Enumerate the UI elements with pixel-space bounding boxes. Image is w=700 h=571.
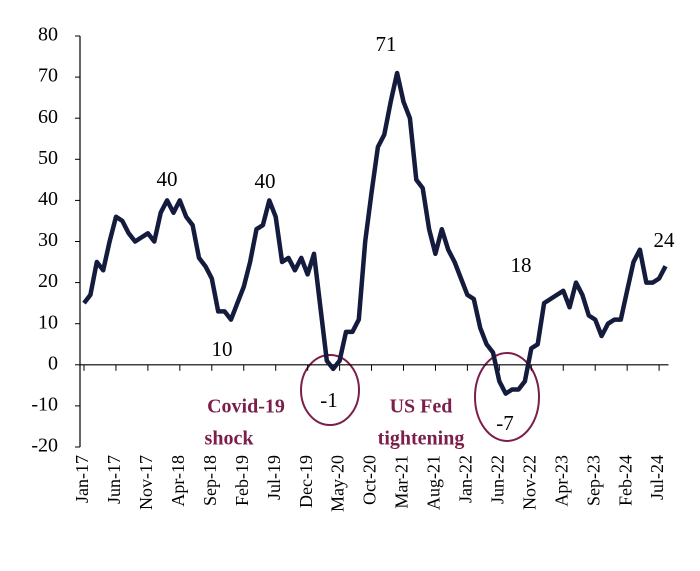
x-tick-label: Dec-19 <box>296 455 316 508</box>
x-tick-label: Apr-23 <box>551 455 571 507</box>
x-tick-label: Nov-17 <box>136 455 156 510</box>
y-tick-label: -10 <box>31 393 58 415</box>
x-tick-label: Feb-19 <box>232 455 252 506</box>
annotation: tightening <box>378 428 465 450</box>
y-tick-label: 20 <box>38 270 58 292</box>
annotation: 10 <box>212 337 233 361</box>
annotation: 24 <box>654 228 676 252</box>
annotation: US Fed <box>390 396 453 418</box>
annotation: 18 <box>511 253 532 277</box>
annotation: shock <box>205 428 255 450</box>
y-tick-label: 30 <box>38 229 58 251</box>
y-tick-label: 60 <box>38 106 58 128</box>
x-tick-label: Sep-23 <box>583 455 603 506</box>
x-tick-label: Jan-17 <box>72 455 92 503</box>
y-tick-label: 50 <box>38 147 58 169</box>
x-tick-label: Jun-17 <box>104 455 124 504</box>
x-tick-label: May-20 <box>328 455 348 512</box>
highlight-circle <box>300 354 360 426</box>
highlight-circle <box>474 352 540 442</box>
x-tick-label: Apr-18 <box>168 455 188 507</box>
annotation: -7 <box>496 411 514 435</box>
y-tick-label: 40 <box>38 188 58 210</box>
x-tick-label: Nov-22 <box>519 455 539 510</box>
x-tick-label: Jul-24 <box>647 455 667 500</box>
x-tick-label: Jun-22 <box>487 455 507 504</box>
y-tick-label: 10 <box>38 311 58 333</box>
annotation: 40 <box>157 167 178 191</box>
y-tick-label: 70 <box>38 65 58 87</box>
annotation: Covid-19 <box>207 396 285 418</box>
annotation: 71 <box>376 32 397 56</box>
x-tick-label: Aug-21 <box>424 455 444 510</box>
y-tick-label: 80 <box>38 24 58 46</box>
annotation: 40 <box>255 169 276 193</box>
x-tick-label: Oct-20 <box>360 455 380 505</box>
x-tick-label: Jul-19 <box>264 455 284 500</box>
annotation: -1 <box>320 388 338 412</box>
line-series <box>82 70 668 396</box>
x-tick-label: Sep-18 <box>200 455 220 506</box>
y-tick-label: 0 <box>48 352 58 374</box>
y-tick-label: -20 <box>31 435 58 457</box>
x-tick-label: Jan-22 <box>456 455 476 503</box>
x-tick-label: Feb-24 <box>615 455 635 506</box>
x-tick-label: Mar-21 <box>392 455 412 509</box>
